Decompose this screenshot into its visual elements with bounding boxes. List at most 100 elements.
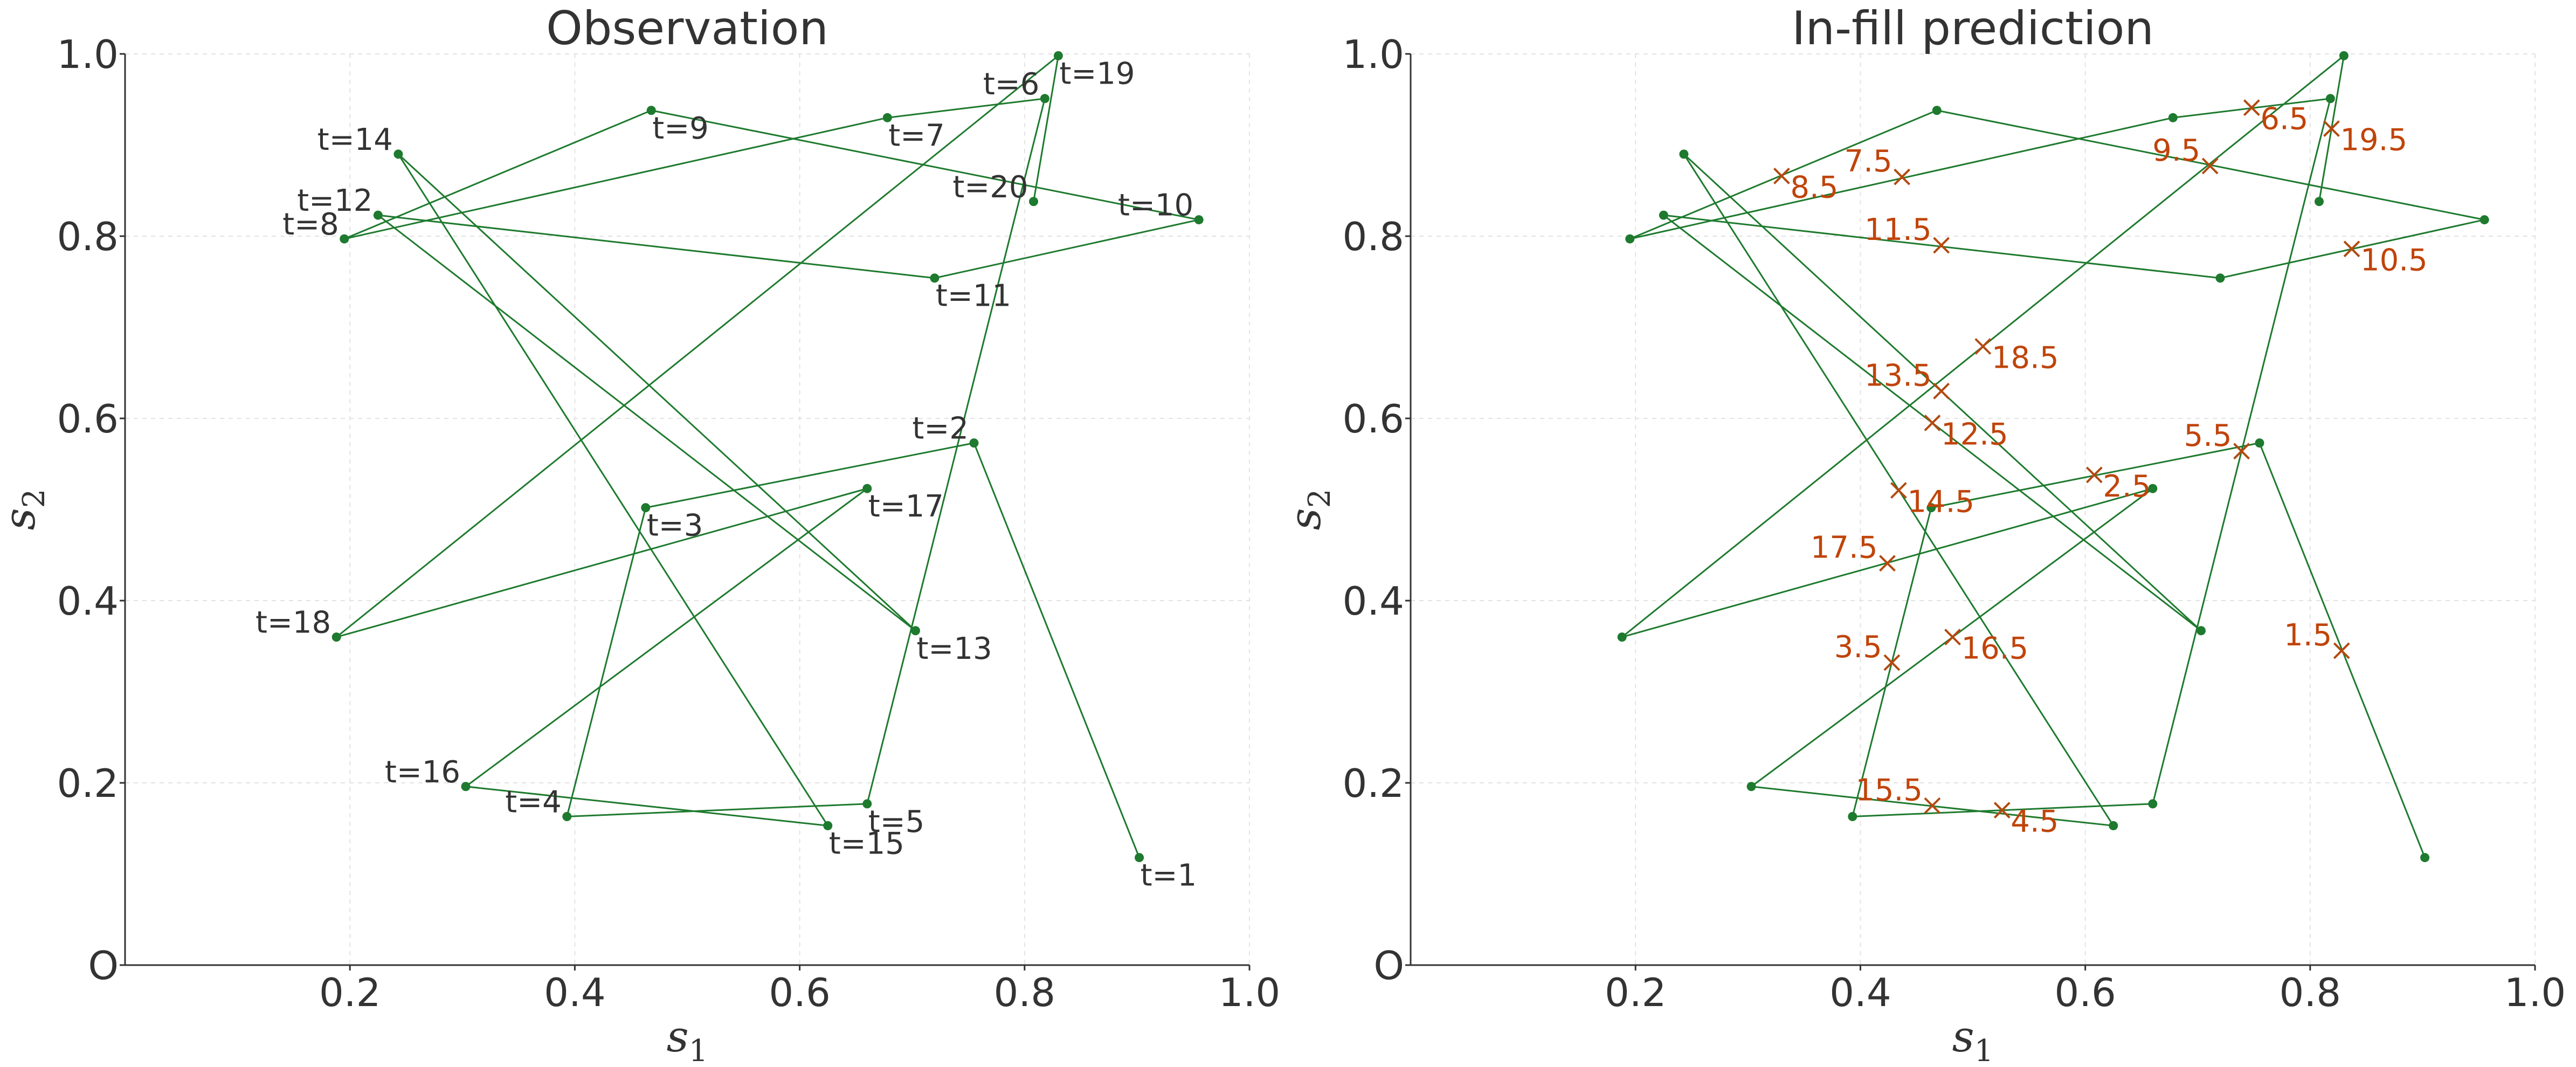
x-tick-label: 0.2 bbox=[319, 970, 381, 1015]
y-tick-label: 1.0 bbox=[57, 32, 119, 77]
y-axis-label-symbol: s bbox=[1280, 508, 1330, 530]
x-tick-label: 1.0 bbox=[1219, 970, 1281, 1015]
x-tick-label: 0.6 bbox=[769, 970, 831, 1015]
observation-marker bbox=[562, 812, 572, 822]
prediction-marker bbox=[1933, 382, 1950, 400]
infill-prediction-panel: 0.2 0.4 0.6 0.8 1.0 O 0.2 0.4 0.6 0.8 1.0 In-fill p… bbox=[1280, 2, 2566, 1067]
prediction-marker-stroke bbox=[2333, 642, 2350, 659]
prediction-marker-stroke bbox=[1974, 338, 1992, 355]
observation-marker bbox=[461, 782, 471, 791]
y-tick-label: 0.8 bbox=[57, 214, 119, 259]
trajectory-segment bbox=[651, 109, 1199, 221]
prediction-marker-stroke bbox=[2201, 157, 2219, 175]
observation-label: t=19 bbox=[1059, 56, 1135, 91]
x-axis-label-symbol: s bbox=[1952, 1011, 1974, 1062]
prediction-marker bbox=[1924, 797, 1941, 814]
x-tick-label: 0.8 bbox=[994, 970, 1056, 1015]
trajectory-segment bbox=[567, 803, 867, 818]
observation-marker bbox=[2168, 113, 2178, 122]
prediction-marker-stroke bbox=[1924, 797, 1941, 814]
observation-marker bbox=[2148, 484, 2158, 493]
y-axis-label-subscript: 2 bbox=[1302, 489, 1337, 508]
observation-label: t=7 bbox=[888, 118, 945, 153]
observation-label: t=6 bbox=[983, 67, 1040, 102]
x-tick-label: 1.0 bbox=[2504, 970, 2566, 1015]
trajectory-segment bbox=[397, 153, 916, 631]
trajectory-segment bbox=[934, 219, 1199, 279]
observation-label: t=4 bbox=[505, 785, 562, 820]
x-tick-label: 0.4 bbox=[1829, 970, 1891, 1015]
prediction-marker-stroke bbox=[2323, 120, 2340, 137]
prediction-marker bbox=[2243, 99, 2260, 116]
chart-title: Observation bbox=[546, 2, 828, 56]
observation-marker bbox=[332, 632, 341, 642]
prediction-marker-stroke bbox=[1890, 482, 1907, 499]
prediction-label: 9.5 bbox=[2152, 133, 2200, 168]
observation-marker bbox=[2215, 273, 2225, 283]
observation-marker bbox=[862, 799, 872, 809]
y-axis-label-subscript: 2 bbox=[17, 489, 52, 508]
prediction-label: 11.5 bbox=[1864, 212, 1932, 247]
prediction-marker bbox=[1933, 237, 1950, 254]
observation-marker bbox=[2480, 215, 2489, 225]
observation-marker bbox=[340, 234, 349, 244]
trajectory-segment bbox=[397, 154, 829, 827]
observation-label: t=15 bbox=[829, 826, 904, 861]
observation-marker bbox=[969, 438, 979, 448]
y-axis-label-symbol: s bbox=[0, 508, 45, 530]
prediction-label: 18.5 bbox=[1992, 340, 2059, 375]
x-axis-label-symbol: s bbox=[667, 1011, 689, 1062]
chart-title: In-fill prediction bbox=[1792, 2, 2154, 56]
prediction-marker bbox=[2333, 642, 2350, 659]
observation-marker bbox=[882, 113, 892, 122]
observation-marker bbox=[2314, 197, 2324, 206]
observation-label: t=13 bbox=[916, 631, 992, 666]
observation-marker bbox=[646, 106, 656, 115]
observation-marker bbox=[1194, 215, 1204, 225]
prediction-marker bbox=[1890, 482, 1907, 499]
y-tick-label: 0.6 bbox=[57, 396, 119, 442]
observation-marker bbox=[1926, 503, 1936, 513]
observation-marker bbox=[393, 149, 403, 159]
observation-marker bbox=[930, 273, 940, 283]
prediction-marker-stroke bbox=[1944, 629, 1961, 646]
prediction-marker-stroke bbox=[2243, 99, 2260, 116]
observation-panel: 0.2 0.4 0.6 0.8 1.0 O 0.2 0.4 0.6 0.8 1.0 Observati… bbox=[0, 2, 1280, 1067]
prediction-marker bbox=[2201, 157, 2219, 175]
observation-marker bbox=[910, 626, 920, 636]
x-tick-label: 0.8 bbox=[2280, 970, 2342, 1015]
observation-marker bbox=[1617, 632, 1627, 642]
trajectory-segment bbox=[1033, 56, 1059, 202]
observation-marker bbox=[1135, 853, 1144, 863]
trajectory-segment bbox=[465, 786, 828, 827]
observation-marker bbox=[1679, 149, 1689, 159]
prediction-label: 15.5 bbox=[1855, 773, 1923, 808]
trajectory-segment bbox=[344, 116, 888, 240]
observation-marker bbox=[641, 503, 651, 513]
y-axis-label: s2 bbox=[1280, 489, 1337, 531]
observation-label: t=18 bbox=[255, 605, 331, 641]
prediction-marker-stroke bbox=[1894, 168, 1910, 185]
prediction-marker bbox=[2343, 240, 2360, 258]
prediction-marker-stroke bbox=[1924, 415, 1941, 431]
trajectory-segment bbox=[973, 443, 1140, 858]
observation-marker bbox=[1932, 106, 1942, 115]
observation-label: t=10 bbox=[1118, 188, 1193, 223]
prediction-marker bbox=[1924, 415, 1941, 431]
y-tick-label: 0.6 bbox=[1342, 396, 1404, 442]
prediction-label: 19.5 bbox=[2340, 123, 2407, 158]
trajectory-segment bbox=[377, 214, 916, 631]
observation-marker bbox=[2255, 438, 2264, 448]
observation-marker bbox=[2196, 626, 2206, 636]
prediction-label: 16.5 bbox=[1961, 631, 2028, 666]
observation-label: t=1 bbox=[1141, 858, 1197, 893]
prediction-marker bbox=[1944, 629, 1961, 646]
prediction-label: 7.5 bbox=[1845, 144, 1893, 179]
trajectory-segment bbox=[465, 487, 868, 787]
observation-marker bbox=[1746, 782, 1756, 791]
trajectory-segment bbox=[645, 442, 975, 509]
trajectory-segment bbox=[336, 487, 868, 638]
trajectory-segment bbox=[866, 98, 1046, 804]
observation-marker bbox=[1028, 197, 1038, 206]
observation-label: t=20 bbox=[952, 170, 1028, 205]
